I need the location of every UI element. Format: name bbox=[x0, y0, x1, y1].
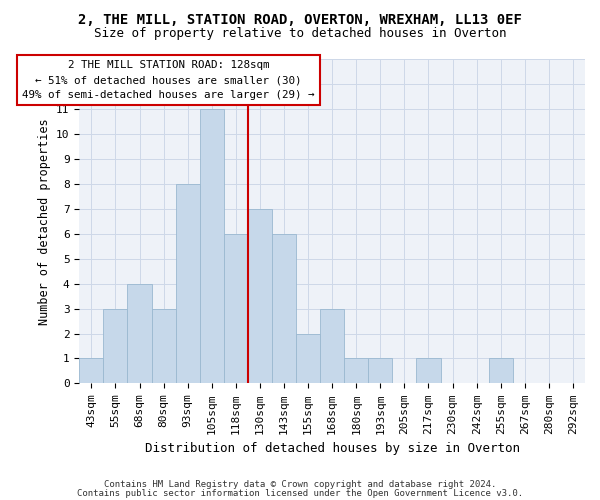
Bar bbox=[152, 308, 176, 384]
Bar bbox=[127, 284, 152, 384]
X-axis label: Distribution of detached houses by size in Overton: Distribution of detached houses by size … bbox=[145, 442, 520, 455]
Bar bbox=[176, 184, 200, 384]
Bar bbox=[224, 234, 248, 384]
Bar bbox=[248, 208, 272, 384]
Text: Contains HM Land Registry data © Crown copyright and database right 2024.: Contains HM Land Registry data © Crown c… bbox=[104, 480, 496, 489]
Y-axis label: Number of detached properties: Number of detached properties bbox=[38, 118, 50, 324]
Text: Contains public sector information licensed under the Open Government Licence v3: Contains public sector information licen… bbox=[77, 488, 523, 498]
Bar bbox=[416, 358, 440, 384]
Text: Size of property relative to detached houses in Overton: Size of property relative to detached ho… bbox=[94, 28, 506, 40]
Bar bbox=[200, 109, 224, 384]
Bar bbox=[79, 358, 103, 384]
Bar bbox=[368, 358, 392, 384]
Bar bbox=[344, 358, 368, 384]
Text: 2 THE MILL STATION ROAD: 128sqm
← 51% of detached houses are smaller (30)
49% of: 2 THE MILL STATION ROAD: 128sqm ← 51% of… bbox=[22, 60, 314, 100]
Bar bbox=[296, 334, 320, 384]
Bar bbox=[488, 358, 513, 384]
Bar bbox=[320, 308, 344, 384]
Bar bbox=[272, 234, 296, 384]
Bar bbox=[103, 308, 127, 384]
Text: 2, THE MILL, STATION ROAD, OVERTON, WREXHAM, LL13 0EF: 2, THE MILL, STATION ROAD, OVERTON, WREX… bbox=[78, 12, 522, 26]
